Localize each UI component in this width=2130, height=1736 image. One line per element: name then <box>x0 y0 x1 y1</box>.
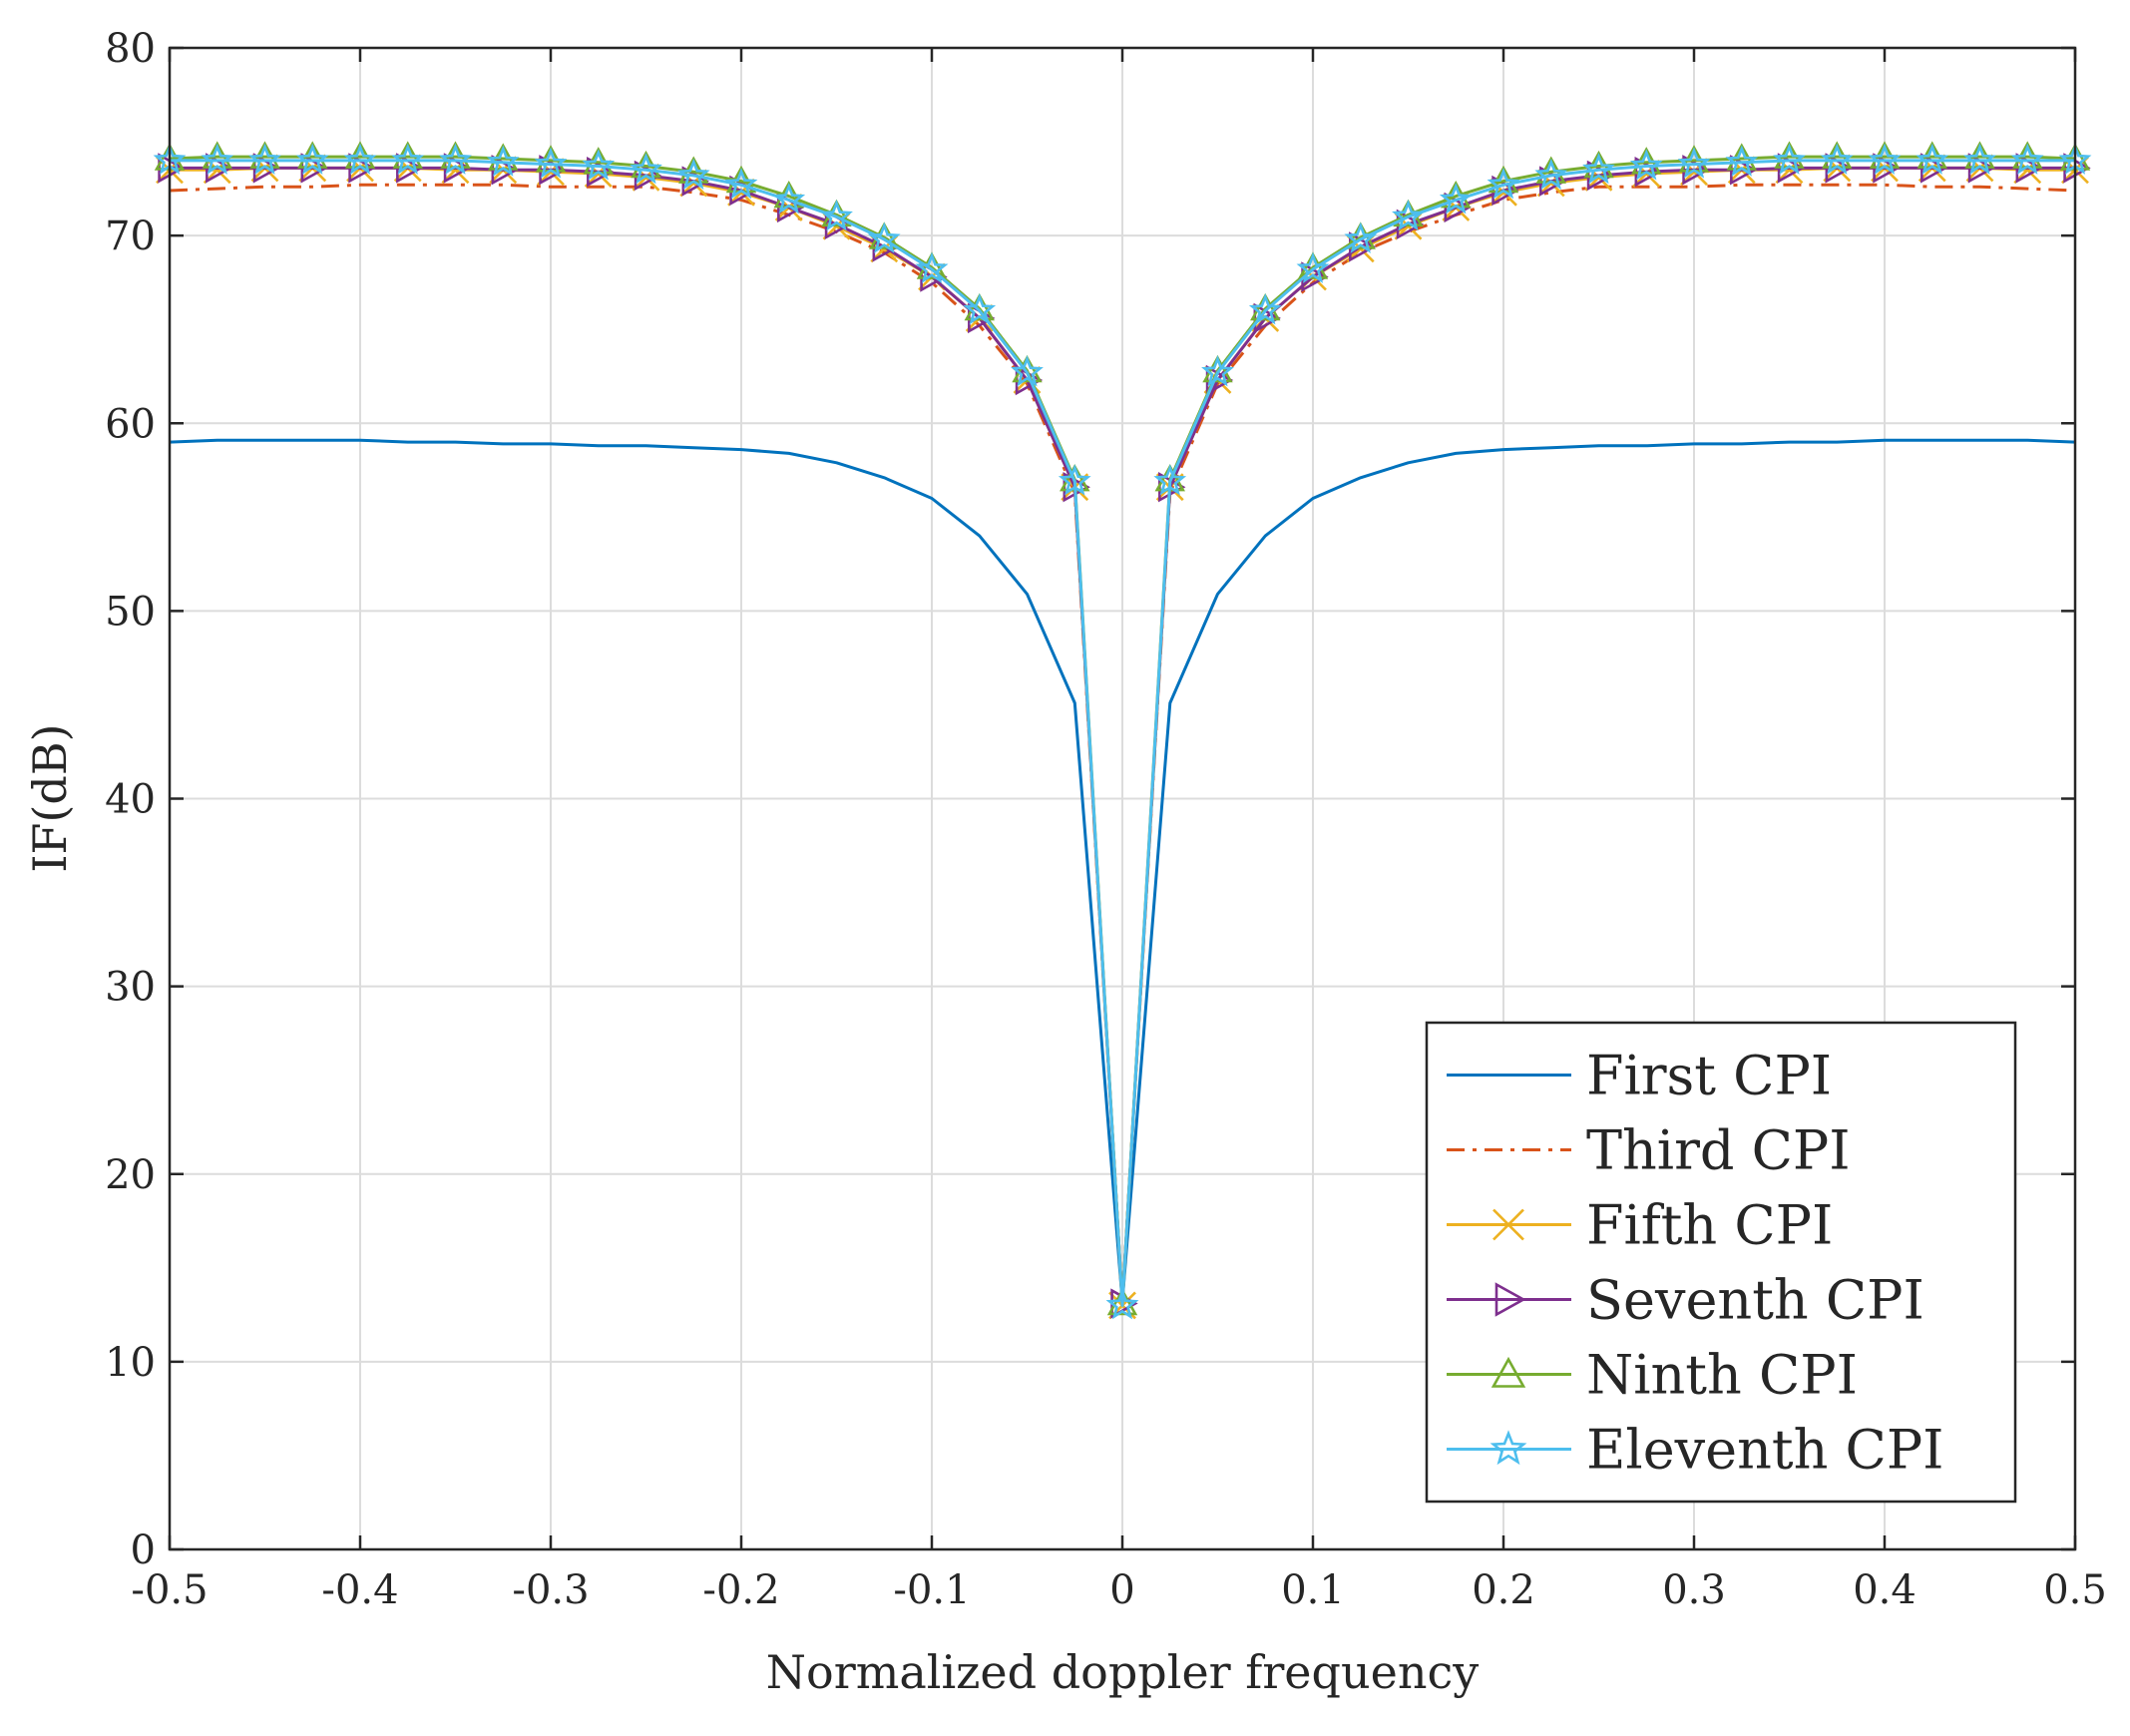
triangle-up-marker <box>1202 354 1233 383</box>
legend-label: Third CPI <box>1586 1119 1851 1182</box>
star-marker <box>1677 147 1711 179</box>
star-marker <box>439 143 472 175</box>
x-axis-label: Normalized doppler frequency <box>766 1645 1479 1699</box>
star-marker <box>963 293 997 325</box>
star-marker <box>1392 200 1425 231</box>
star-marker <box>1201 355 1234 387</box>
x-tick-label: -0.1 <box>893 1567 970 1613</box>
x-tick-label: 0.2 <box>1472 1567 1535 1613</box>
star-marker <box>534 147 568 179</box>
legend-box <box>1425 1021 2017 1504</box>
star-marker <box>1534 158 1568 190</box>
legend-item: First CPI <box>1447 1045 1832 1107</box>
x-tick-label: -0.3 <box>512 1567 589 1613</box>
star-marker <box>676 158 710 190</box>
star-marker <box>867 221 901 253</box>
star-marker <box>772 183 806 215</box>
triangle-right-marker <box>1494 1282 1526 1317</box>
legend-item: Seventh CPI <box>1447 1269 1924 1332</box>
legend-label: Ninth CPI <box>1586 1344 1858 1407</box>
star-marker <box>582 149 616 181</box>
star-marker <box>1439 183 1473 215</box>
star-marker <box>1725 145 1759 177</box>
legend-item: Fifth CPI <box>1447 1194 1833 1257</box>
plot-area <box>153 141 2092 1320</box>
star-marker <box>2010 143 2044 175</box>
star-marker <box>201 143 234 175</box>
star-marker <box>1153 464 1187 496</box>
legend-label: Eleventh CPI <box>1586 1419 1944 1482</box>
y-tick-label: 10 <box>105 1340 156 1386</box>
y-tick-label: 60 <box>105 401 156 447</box>
star-marker <box>1487 168 1520 200</box>
x-tick-label: 0.4 <box>1853 1567 1917 1613</box>
axis-ticks: -0.5 -0.4 -0.3 -0.2 -0.1 0 0.1 0.2 0.3 0.4 0.5 0 10 2… <box>105 26 2107 1613</box>
legend-item: Third CPI <box>1447 1119 1851 1182</box>
triangle-up-marker <box>1250 292 1281 321</box>
star-marker <box>391 143 425 175</box>
star-marker <box>1105 1288 1139 1320</box>
star-marker <box>295 143 329 175</box>
star-marker <box>630 152 662 185</box>
star-marker <box>820 200 853 231</box>
y-tick-label: 0 <box>131 1527 156 1573</box>
legend: First CPI Third CPI Fifth CPI Seventh CPI Ni… <box>1425 1021 2017 1504</box>
star-marker <box>486 145 520 177</box>
star-marker <box>1868 143 1902 175</box>
series-eleventh-cpi <box>153 143 2092 1320</box>
star-marker <box>1058 464 1091 496</box>
x-tick-label: 0.1 <box>1281 1567 1345 1613</box>
star-marker <box>1344 221 1378 253</box>
x-tick-label: -0.2 <box>702 1567 779 1613</box>
star-marker <box>1916 143 1949 175</box>
series-line <box>170 159 2075 1307</box>
triangle-up-marker <box>964 292 995 321</box>
y-tick-label: 30 <box>105 965 156 1011</box>
star-marker <box>248 143 281 175</box>
legend-item: Eleventh CPI <box>1447 1419 1944 1482</box>
y-axis-label: IF(dB) <box>23 723 77 872</box>
star-marker <box>1582 152 1615 185</box>
legend-item: Ninth CPI <box>1447 1344 1858 1407</box>
star-marker <box>1296 251 1330 283</box>
y-tick-label: 80 <box>105 26 156 72</box>
star-marker <box>1248 293 1282 325</box>
x-tick-label: 0 <box>1109 1567 1134 1613</box>
y-tick-label: 40 <box>105 777 156 823</box>
star-marker <box>1490 1430 1527 1466</box>
series-line <box>169 183 2076 1306</box>
y-tick-label: 20 <box>105 1152 156 1198</box>
x-marker <box>1492 1208 1524 1241</box>
x-tick-label: 0.3 <box>1662 1567 1726 1613</box>
star-marker <box>1629 149 1663 181</box>
star-marker <box>1820 143 1854 175</box>
triangle-up-marker <box>1106 1287 1138 1316</box>
star-marker <box>1963 143 1996 175</box>
y-tick-label: 50 <box>105 589 156 635</box>
x-tick-label: 0.5 <box>2043 1567 2107 1613</box>
star-marker <box>915 251 949 283</box>
x-tick-label: -0.5 <box>131 1567 208 1613</box>
star-marker <box>1011 355 1044 387</box>
x-marker-stroke <box>1492 1208 1524 1241</box>
legend-label: Seventh CPI <box>1586 1269 1924 1332</box>
y-tick-label: 70 <box>105 214 156 259</box>
legend-label: Fifth CPI <box>1586 1194 1833 1257</box>
triangle-up-marker <box>1012 354 1043 383</box>
legend-label: First CPI <box>1586 1045 1832 1107</box>
star-marker <box>724 168 758 200</box>
triangle-up-marker <box>1491 1356 1526 1388</box>
star-marker <box>343 143 377 175</box>
star-marker <box>1773 143 1806 175</box>
x-tick-label: -0.4 <box>321 1567 398 1613</box>
series-third-cpi <box>169 183 2076 1306</box>
